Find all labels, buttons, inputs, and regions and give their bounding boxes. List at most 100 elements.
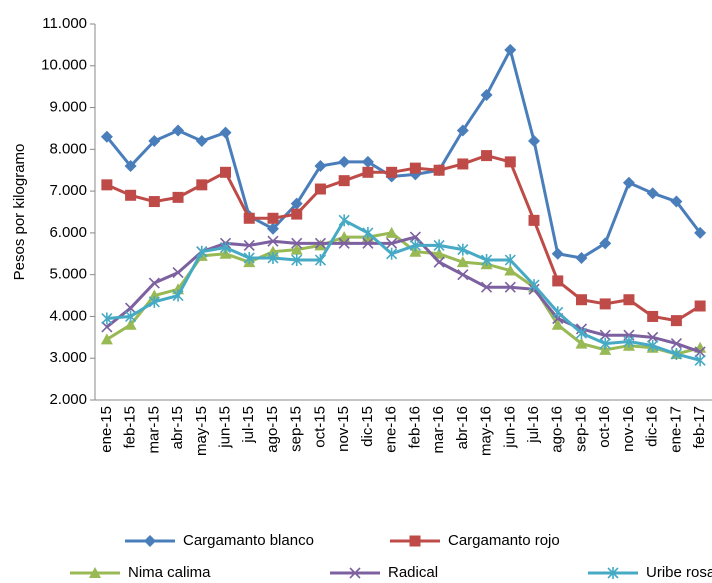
y-tick-label: 7.000	[49, 182, 87, 199]
marker	[290, 243, 303, 255]
marker	[124, 318, 137, 330]
marker	[552, 275, 564, 287]
x-tick-label: ago-15	[264, 406, 281, 453]
legend-label: Cargamanto rojo	[448, 532, 560, 549]
marker	[362, 166, 374, 178]
marker	[291, 237, 303, 249]
marker	[125, 310, 137, 323]
marker	[266, 222, 279, 235]
x-tick-label: sep-15	[288, 406, 305, 452]
marker	[599, 337, 611, 350]
x-tick-label: sep-16	[572, 406, 589, 452]
x-tick-label: jun-16	[501, 406, 518, 449]
y-tick-label: 6.000	[49, 224, 87, 241]
marker	[528, 134, 541, 147]
marker	[647, 310, 659, 322]
marker	[480, 281, 493, 293]
marker	[267, 235, 279, 247]
marker	[361, 155, 374, 168]
marker	[172, 124, 185, 137]
marker	[100, 130, 113, 143]
marker	[456, 256, 469, 268]
marker	[338, 155, 351, 168]
marker	[219, 241, 232, 254]
marker	[551, 318, 564, 330]
marker	[409, 239, 421, 252]
x-tick-label: dic-15	[359, 406, 376, 447]
marker	[528, 279, 540, 292]
x-tick-label: ene-16	[383, 406, 400, 453]
y-tick-label: 2.000	[49, 391, 87, 408]
x-tick-label: dic-16	[644, 406, 661, 447]
legend-label: Uribe rosado	[646, 564, 712, 581]
y-tick-label: 3.000	[49, 349, 87, 366]
marker	[607, 567, 619, 579]
marker	[504, 264, 517, 276]
marker	[219, 126, 232, 139]
marker	[196, 245, 208, 258]
marker	[575, 327, 588, 340]
marker	[694, 226, 707, 239]
x-tick-label: ago-16	[549, 406, 566, 453]
marker	[89, 567, 101, 578]
marker	[243, 251, 255, 264]
marker	[314, 160, 327, 173]
marker	[243, 212, 255, 224]
marker	[646, 187, 659, 200]
marker	[267, 212, 279, 224]
marker	[100, 333, 113, 345]
marker	[349, 567, 361, 579]
marker	[196, 179, 208, 191]
marker	[362, 237, 374, 249]
marker	[504, 281, 516, 293]
marker	[457, 158, 469, 170]
marker	[433, 247, 446, 259]
x-tick-label: jun-15	[216, 406, 233, 449]
marker	[125, 189, 137, 201]
marker	[622, 176, 635, 189]
marker	[480, 89, 493, 102]
y-tick-label: 10.000	[41, 57, 87, 74]
marker	[386, 166, 398, 178]
marker	[457, 269, 469, 281]
marker	[623, 294, 635, 306]
marker	[291, 254, 303, 267]
marker	[314, 183, 326, 195]
marker	[124, 160, 137, 173]
marker	[433, 239, 445, 252]
marker	[694, 300, 706, 312]
marker	[148, 196, 160, 208]
marker	[386, 247, 398, 260]
x-tick-label: abr-15	[169, 406, 186, 449]
marker	[481, 150, 493, 162]
marker	[386, 237, 398, 249]
marker	[409, 231, 421, 243]
x-tick-label: feb-15	[122, 406, 139, 449]
marker	[599, 329, 611, 341]
marker	[144, 535, 156, 547]
legend-label: Radical	[388, 564, 438, 581]
x-tick-label: nov-16	[620, 406, 637, 452]
marker	[290, 197, 303, 210]
marker	[528, 214, 540, 226]
marker	[504, 156, 516, 168]
marker	[172, 191, 184, 203]
y-tick-label: 9.000	[49, 99, 87, 116]
legend-label: Nima calima	[128, 564, 211, 581]
marker	[480, 254, 493, 267]
marker	[623, 335, 635, 348]
marker	[220, 166, 232, 178]
marker	[362, 226, 374, 239]
x-tick-label: oct-16	[596, 406, 613, 448]
marker	[670, 195, 683, 208]
marker	[670, 338, 682, 350]
marker	[409, 162, 421, 174]
y-tick-label: 5.000	[49, 266, 87, 283]
marker	[148, 277, 160, 289]
marker	[338, 237, 350, 249]
marker	[647, 331, 659, 343]
marker	[433, 164, 445, 176]
marker	[575, 337, 588, 349]
y-tick-label: 8.000	[49, 140, 87, 157]
